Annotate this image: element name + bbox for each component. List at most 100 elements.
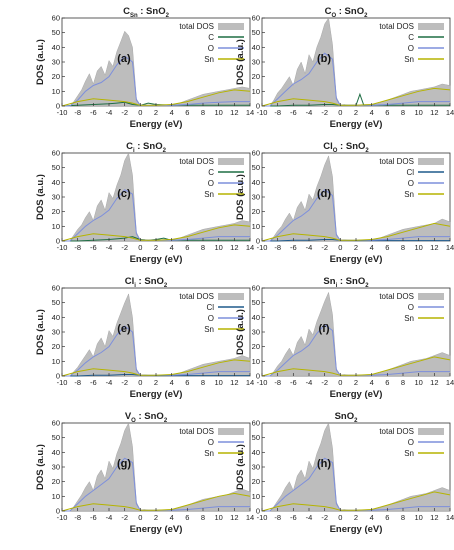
- x-tick-label: 10: [414, 243, 422, 252]
- y-axis-label: DOS (a.u.): [35, 174, 46, 220]
- legend-label: O: [208, 438, 214, 447]
- dos-panel-h: 0 10 20 30 40 50 60 -10 -8 -6 -4 -2 0 2 4 6 8 10 12 14 Energ…: [235, 411, 454, 535]
- legend-label: Sn: [404, 449, 414, 458]
- x-tick-label: 4: [170, 108, 174, 117]
- x-tick-label: 0: [138, 243, 142, 252]
- legend-label: Sn: [404, 190, 414, 199]
- legend-label: O: [208, 179, 214, 188]
- x-tick-label: -10: [57, 243, 68, 252]
- series-line-sn: [61, 492, 251, 512]
- y-tick-label: 10: [52, 87, 60, 96]
- panel-title: Sni : SnO2: [323, 276, 369, 289]
- x-tick-label: 8: [201, 378, 205, 387]
- legend-swatch-total-dos: [418, 158, 444, 165]
- y-tick-label: 20: [252, 207, 260, 216]
- series-line-o: [62, 189, 250, 242]
- y-tick-label: 50: [52, 163, 60, 172]
- y-tick-label: 50: [252, 163, 260, 172]
- y-tick-label: 0: [56, 507, 60, 516]
- legend-label: Sn: [204, 449, 214, 458]
- legend-label: total DOS: [379, 157, 414, 166]
- legend-label: total DOS: [179, 427, 214, 436]
- y-tick-label: 10: [252, 87, 260, 96]
- x-tick-label: 2: [354, 378, 358, 387]
- x-tick-label: 2: [154, 108, 158, 117]
- x-tick-label: 2: [354, 513, 358, 522]
- y-tick-label: 20: [252, 477, 260, 486]
- legend-label: O: [408, 438, 414, 447]
- x-tick-label: 0: [138, 108, 142, 117]
- y-tick-label: 0: [56, 102, 60, 111]
- x-tick-label: -4: [106, 243, 113, 252]
- series-line-o: [62, 55, 250, 107]
- x-tick-label: 8: [201, 243, 205, 252]
- x-tick-label: 6: [185, 108, 189, 117]
- series-area-total-dos: [262, 422, 451, 512]
- x-tick-label: 8: [401, 108, 405, 117]
- legend-swatch-total-dos: [218, 293, 244, 300]
- x-tick-label: -10: [257, 378, 268, 387]
- series-area-total-dos: [62, 30, 251, 107]
- panel-tag: (f): [319, 323, 330, 335]
- x-tick-label: -6: [290, 378, 297, 387]
- x-tick-label: -8: [74, 513, 81, 522]
- series-line-o: [262, 457, 450, 512]
- x-tick-label: 10: [214, 243, 222, 252]
- series-area-total-dos: [62, 152, 251, 242]
- y-tick-label: 20: [52, 342, 60, 351]
- dos-panel-c: 0 10 20 30 40 50 60 -10 -8 -6 -4 -2 0 2 4 6 8 10 12 14 Energ…: [35, 141, 254, 265]
- panel-title: ClO : SnO2: [323, 141, 369, 154]
- y-tick-label: 50: [52, 298, 60, 307]
- series-line-o: [62, 457, 250, 512]
- y-tick-label: 60: [252, 284, 260, 293]
- x-tick-label: -6: [90, 513, 97, 522]
- series-area-total-dos: [262, 291, 451, 377]
- panel-title: CSn : SnO2: [123, 6, 170, 19]
- x-tick-label: 12: [230, 243, 238, 252]
- legend: total DOS CO Sn: [179, 157, 244, 199]
- x-tick-label: -6: [290, 108, 297, 117]
- dos-panel-f: 0 10 20 30 40 50 60 -10 -8 -6 -4 -2 0 2 4 6 8 10 12 14 Energ…: [235, 276, 454, 400]
- series-area-total-dos: [262, 17, 451, 107]
- y-tick-label: 10: [252, 492, 260, 501]
- dos-panel-g: 0 10 20 30 40 50 60 -10 -8 -6 -4 -2 0 2 4 6 8 10 12 14 Energ…: [35, 411, 254, 535]
- x-tick-label: -2: [321, 378, 328, 387]
- x-tick-label: -8: [274, 243, 281, 252]
- legend-label: C: [208, 33, 214, 42]
- x-tick-label: 14: [246, 243, 254, 252]
- legend: total DOS O Sn: [379, 292, 444, 323]
- y-tick-label: 40: [52, 313, 60, 322]
- y-tick-label: 0: [256, 372, 260, 381]
- y-tick-label: 40: [252, 313, 260, 322]
- dos-panel-e: 0 10 20 30 40 50 60 -10 -8 -6 -4 -2 0 2 4 6 8 10 12 14 Energ…: [35, 276, 254, 400]
- x-tick-label: -10: [57, 108, 68, 117]
- x-axis-label: Energy (eV): [130, 254, 183, 265]
- y-tick-label: 30: [52, 328, 60, 337]
- legend-label: Sn: [404, 314, 414, 323]
- y-tick-label: 30: [252, 193, 260, 202]
- y-tick-label: 40: [252, 448, 260, 457]
- x-axis-label: Energy (eV): [330, 389, 383, 400]
- x-tick-label: 6: [185, 243, 189, 252]
- legend-label: Sn: [204, 325, 214, 334]
- x-tick-label: -4: [106, 108, 113, 117]
- x-tick-label: 4: [370, 513, 374, 522]
- x-axis-label: Energy (eV): [330, 524, 383, 535]
- y-tick-label: 20: [52, 72, 60, 81]
- x-tick-label: 4: [370, 378, 374, 387]
- x-tick-label: 0: [338, 108, 342, 117]
- series-line-c: [61, 101, 250, 107]
- panel-title: SnO2: [335, 411, 359, 424]
- legend-swatch-total-dos: [218, 428, 244, 435]
- x-tick-label: 14: [446, 513, 454, 522]
- y-tick-label: 60: [252, 419, 260, 428]
- legend-label: O: [408, 179, 414, 188]
- x-tick-label: 12: [230, 108, 238, 117]
- x-tick-label: 8: [401, 243, 405, 252]
- legend-swatch-total-dos: [418, 23, 444, 30]
- legend: total DOS CO Sn: [379, 22, 444, 64]
- x-tick-label: -6: [90, 243, 97, 252]
- legend-label: O: [408, 44, 414, 53]
- x-tick-label: 12: [430, 108, 438, 117]
- x-tick-label: -4: [306, 108, 313, 117]
